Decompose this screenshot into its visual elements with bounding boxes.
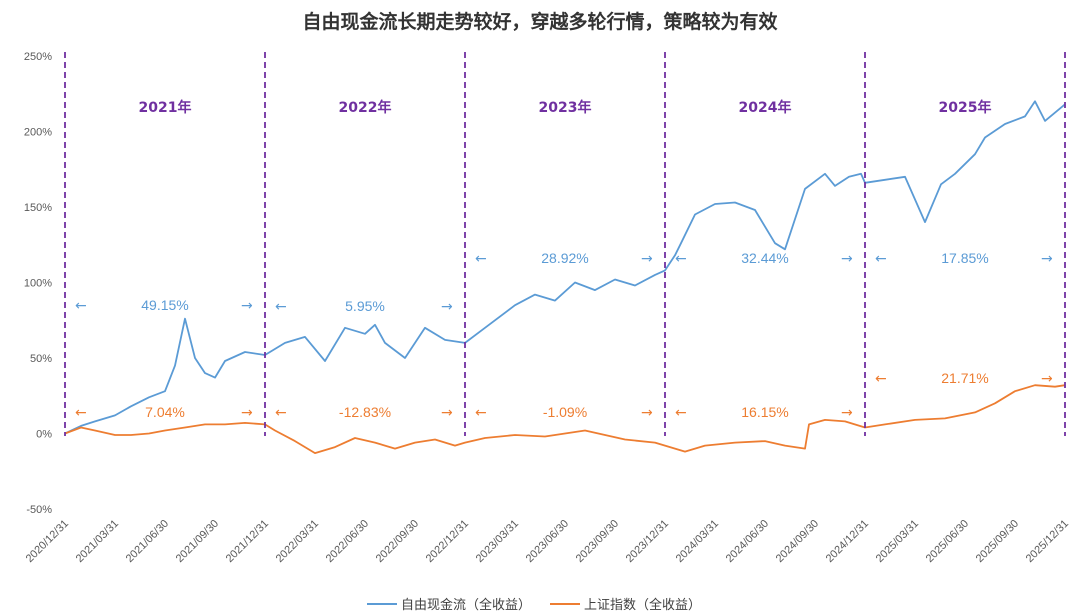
x-tick-label: 2025/12/31 <box>1024 518 1071 565</box>
x-tick-label: 2024/03/31 <box>674 518 721 565</box>
legend-label-fcf: 自由现金流（全收益） <box>401 597 531 613</box>
year-label: 2022年 <box>339 99 392 116</box>
arrow-right-icon: → <box>641 251 653 267</box>
annotations: 2021年 ← → 49.15% ← → 7.04% 2022年 ← → 5.95% ← → -12.83… <box>75 99 1053 421</box>
year-label: 2025年 <box>939 99 992 116</box>
arrow-right-icon: → <box>241 405 253 421</box>
legend: 自由现金流（全收益） 上证指数（全收益） <box>367 597 701 613</box>
x-tick-label: 2023/12/31 <box>624 518 671 565</box>
series-line-sse <box>64 384 1066 454</box>
arrow-right-icon: → <box>641 405 653 421</box>
fcf-annual-return: 32.44% <box>741 250 788 266</box>
x-tick-label: 2024/09/30 <box>774 518 821 565</box>
year-label: 2024年 <box>739 99 792 116</box>
x-tick-label: 2022/03/31 <box>274 518 321 565</box>
arrow-left-icon: ← <box>875 251 887 267</box>
arrow-left-icon: ← <box>275 299 287 315</box>
y-tick-label: 50% <box>30 353 52 365</box>
x-tick-label: 2022/09/30 <box>374 518 421 565</box>
y-tick-label: 200% <box>24 127 52 139</box>
arrow-right-icon: → <box>241 298 253 314</box>
x-tick-label: 2025/03/31 <box>874 518 921 565</box>
x-tick-label: 2025/09/30 <box>974 518 1021 565</box>
x-tick-label: 2023/03/31 <box>474 518 521 565</box>
x-axis: 2020/12/31 2021/03/31 2021/06/30 2021/09/30… <box>24 518 1071 565</box>
x-tick-label: 2025/06/30 <box>924 518 971 565</box>
arrow-right-icon: → <box>841 405 853 421</box>
x-tick-label: 2022/12/31 <box>424 518 471 565</box>
x-tick-label: 2022/06/30 <box>324 518 371 565</box>
y-tick-label: 0% <box>36 429 52 441</box>
arrow-right-icon: → <box>441 299 453 315</box>
sse-annual-return: 7.04% <box>145 404 185 420</box>
x-tick-label: 2021/03/31 <box>74 518 121 565</box>
sse-annual-return: -12.83% <box>339 404 391 420</box>
fcf-annual-return: 49.15% <box>141 297 188 313</box>
arrow-right-icon: → <box>1041 371 1053 387</box>
arrow-right-icon: → <box>441 405 453 421</box>
x-tick-label: 2021/12/31 <box>224 518 271 565</box>
plot-area <box>64 100 1066 454</box>
y-tick-label: 250% <box>24 51 52 63</box>
x-tick-label: 2024/06/30 <box>724 518 771 565</box>
year-dividers <box>64 52 1066 436</box>
arrow-left-icon: ← <box>475 405 487 421</box>
legend-label-sse: 上证指数（全收益） <box>584 597 701 613</box>
fcf-annual-return: 5.95% <box>345 298 385 314</box>
year-label: 2023年 <box>539 99 592 116</box>
sse-annual-return: 21.71% <box>941 370 988 386</box>
y-tick-label: -50% <box>26 504 52 516</box>
arrow-left-icon: ← <box>675 251 687 267</box>
x-tick-label: 2020/12/31 <box>24 518 71 565</box>
arrow-left-icon: ← <box>275 405 287 421</box>
y-axis: 250% 200% 150% 100% 50% 0% -50% <box>24 51 52 516</box>
fcf-annual-return: 28.92% <box>541 250 588 266</box>
x-tick-label: 2021/09/30 <box>174 518 221 565</box>
x-tick-label: 2021/06/30 <box>124 518 171 565</box>
year-label: 2021年 <box>139 99 192 116</box>
arrow-left-icon: ← <box>75 405 87 421</box>
x-tick-label: 2023/06/30 <box>524 518 571 565</box>
arrow-left-icon: ← <box>475 251 487 267</box>
arrow-left-icon: ← <box>875 371 887 387</box>
arrow-right-icon: → <box>841 251 853 267</box>
chart-title: 自由现金流长期走势较好，穿越多轮行情，策略较为有效 <box>302 10 777 33</box>
arrow-left-icon: ← <box>675 405 687 421</box>
x-tick-label: 2024/12/31 <box>824 518 871 565</box>
y-tick-label: 150% <box>24 202 52 214</box>
x-tick-label: 2023/09/30 <box>574 518 621 565</box>
series-line-fcf <box>64 100 1066 435</box>
y-tick-label: 100% <box>24 278 52 290</box>
sse-annual-return: -1.09% <box>543 404 587 420</box>
arrow-right-icon: → <box>1041 251 1053 267</box>
arrow-left-icon: ← <box>75 298 87 314</box>
sse-annual-return: 16.15% <box>741 404 788 420</box>
fcf-annual-return: 17.85% <box>941 250 988 266</box>
